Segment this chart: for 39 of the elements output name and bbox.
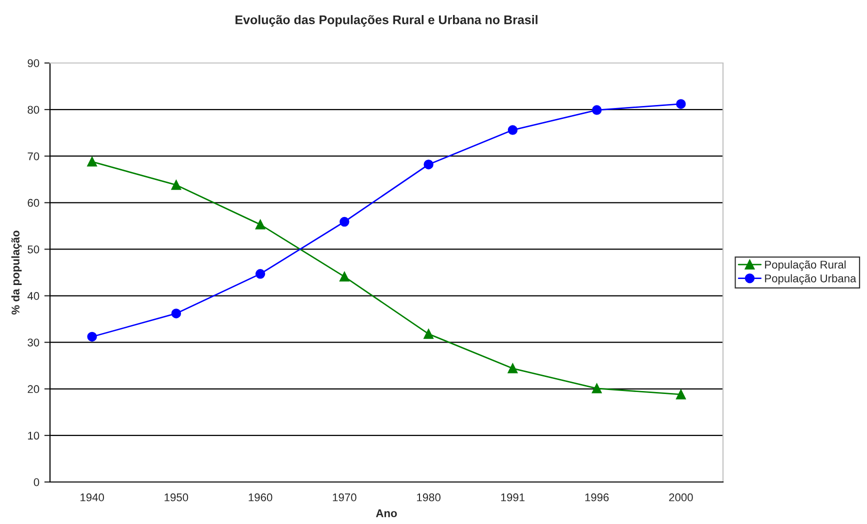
y-tick-label: 20	[28, 385, 40, 394]
point	[592, 384, 602, 394]
x-tick-label: 1970	[332, 493, 356, 502]
x-tick-label: 1980	[417, 493, 440, 502]
chart-title: Evolução das Populações Rural e Urbana no Brasil	[236, 15, 538, 27]
point	[676, 390, 686, 400]
y-tick-label: 0	[34, 478, 40, 486]
legend-label: População Urbana	[765, 274, 856, 285]
point	[508, 364, 518, 374]
point	[592, 105, 602, 115]
x-tick-label: 1991	[501, 493, 525, 502]
point	[340, 216, 350, 227]
y-tick-label: 70	[28, 152, 40, 160]
point	[508, 125, 518, 135]
point	[676, 99, 686, 109]
x-tick-label: 1940	[80, 493, 104, 502]
y-tick-label: 80	[28, 106, 40, 114]
y-tick-label: 60	[28, 198, 40, 207]
x-tick-label: 1996	[585, 493, 609, 502]
x-tick-label: 2000	[669, 493, 693, 502]
point	[340, 272, 350, 282]
point	[87, 156, 97, 167]
point	[171, 308, 182, 318]
x-axis-title: Ano	[376, 509, 397, 518]
point	[171, 180, 182, 190]
point	[255, 269, 266, 279]
y-tick-label: 50	[28, 245, 40, 254]
point	[255, 220, 266, 230]
y-tick-label: 40	[27, 292, 40, 300]
y-tick-label: 30	[28, 338, 40, 346]
y-tick-label: 10	[28, 432, 40, 440]
x-tick-label: 1950	[164, 493, 188, 502]
legend-label: População Rural	[765, 260, 846, 271]
y-tick-label: 90	[28, 59, 40, 68]
x-tick-label: 1960	[248, 493, 272, 502]
point	[424, 160, 434, 170]
point	[424, 329, 434, 339]
y-axis-title: % da população	[11, 230, 22, 315]
point	[87, 332, 97, 342]
